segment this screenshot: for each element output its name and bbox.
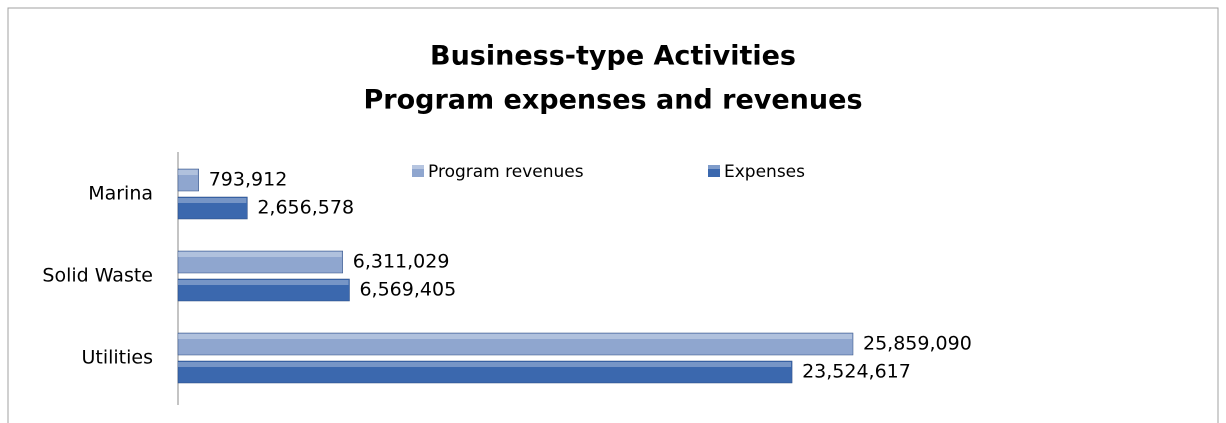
y-tick-label: Marina — [88, 183, 153, 205]
data-label: 2,656,578 — [257, 197, 354, 219]
bar — [177, 250, 343, 274]
legend-label: Program revenues — [428, 162, 584, 182]
y-tick-label: Solid Waste — [42, 265, 153, 287]
data-label: 6,569,405 — [359, 279, 456, 301]
bar-shine — [178, 334, 852, 339]
chart-subtitle: Program expenses and revenues — [363, 85, 862, 116]
bar-shine — [178, 198, 247, 203]
bar-shine — [178, 280, 349, 285]
bar-shine — [178, 252, 342, 257]
bar — [177, 196, 248, 220]
bar-shine — [178, 170, 198, 175]
legend-label: Expenses — [724, 162, 805, 182]
chart-title: Business-type Activities — [430, 41, 796, 72]
bar — [177, 168, 199, 192]
data-label: 25,859,090 — [863, 333, 972, 355]
data-label: 23,524,617 — [802, 361, 911, 383]
data-label: 6,311,029 — [353, 251, 450, 273]
bar — [177, 278, 350, 302]
legend-swatch — [708, 165, 720, 177]
frame — [7, 7, 1219, 423]
y-tick-label: Utilities — [81, 347, 153, 369]
legend-swatch — [412, 165, 424, 177]
data-label: 793,912 — [209, 169, 288, 191]
bar-shine — [178, 362, 792, 367]
bar — [177, 360, 793, 384]
legend-swatch-shine — [708, 165, 720, 169]
bar — [177, 332, 854, 356]
legend-swatch-shine — [412, 165, 424, 169]
